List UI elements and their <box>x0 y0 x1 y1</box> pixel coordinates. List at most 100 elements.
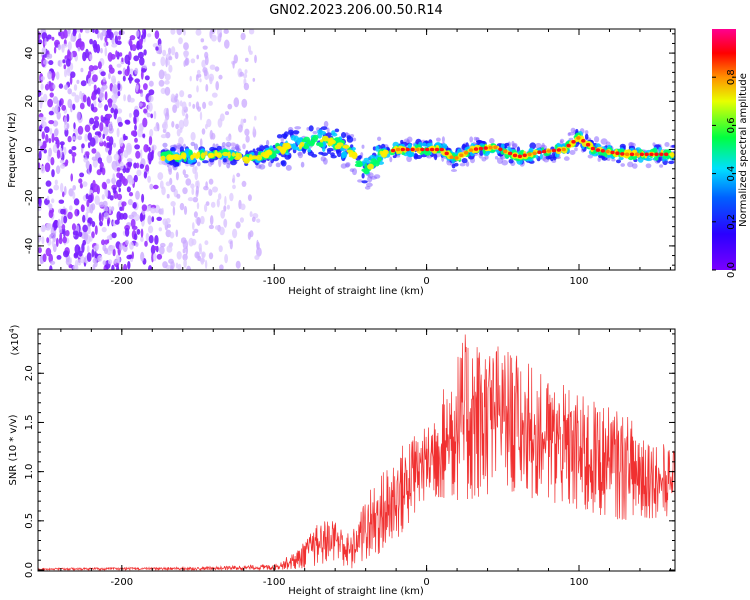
noise-blob <box>87 70 92 78</box>
ridge-peak <box>498 147 503 152</box>
ridge-cell <box>346 136 354 143</box>
ridge-cell <box>276 134 283 139</box>
ridge-cell <box>278 147 285 151</box>
ridge-cell <box>600 138 608 145</box>
noise-blob <box>81 143 85 149</box>
noise-blob <box>148 158 152 165</box>
noise-blob <box>176 29 183 36</box>
noise-blob <box>87 226 91 235</box>
noise-blob <box>104 91 108 101</box>
noise-blob <box>107 52 113 62</box>
noise-blob <box>182 187 188 195</box>
noise-blob <box>38 162 41 170</box>
noise-blob <box>70 173 73 182</box>
noise-blob <box>121 201 127 207</box>
noise-blob <box>134 67 139 75</box>
noise-blob <box>61 224 66 230</box>
snr-line <box>38 334 675 571</box>
noise-blob <box>114 34 118 45</box>
ridge-peak <box>454 156 459 160</box>
noise-blob <box>133 109 140 118</box>
noise-blob <box>172 206 176 216</box>
noise-blob <box>41 119 44 126</box>
noise-blob <box>160 56 166 67</box>
y-tick-label: 1.5 <box>24 415 35 431</box>
noise-blob <box>135 242 139 247</box>
colorbar-gradient <box>712 29 736 270</box>
ridge-peak <box>449 155 454 159</box>
ridge-cell <box>193 143 199 151</box>
noise-blob <box>46 54 50 60</box>
noise-blob <box>113 153 120 161</box>
noise-blob <box>155 46 159 51</box>
noise-blob <box>100 71 106 77</box>
noise-blob <box>113 110 118 120</box>
ridge-peak <box>415 147 420 152</box>
x-tick-label: 0 <box>423 577 429 588</box>
noise-blob <box>168 47 172 55</box>
noise-blob <box>57 43 62 51</box>
noise-blob <box>197 106 202 112</box>
ridge-cell <box>584 133 589 140</box>
noise-blob <box>196 54 199 60</box>
ridge-cell <box>248 154 253 161</box>
noise-blob <box>204 259 208 269</box>
snr-ticks: -200 -100 0 100 0.0 0.5 1.0 1.5 2.0 <box>24 329 675 588</box>
noise-blob <box>137 51 144 59</box>
noise-blob <box>72 155 75 164</box>
noise-blob <box>174 95 178 102</box>
noise-blob <box>165 181 171 187</box>
noise-blob <box>67 29 71 35</box>
ridge-cell <box>340 163 347 169</box>
ridge-cell <box>473 136 478 141</box>
noise-blob <box>119 243 123 251</box>
noise-blob <box>147 215 152 225</box>
noise-blob <box>108 72 111 80</box>
ridge-peak <box>483 146 488 150</box>
ridge-cell <box>252 148 256 153</box>
noise-blob <box>239 217 244 223</box>
noise-blob <box>183 42 189 51</box>
noise-blob <box>119 161 124 171</box>
noise-blob <box>46 195 50 201</box>
ridge-cell <box>182 155 186 159</box>
noise-blob <box>54 105 59 115</box>
snr-ylabel: SNR (10 * v/v) <box>8 414 19 485</box>
noise-blob <box>241 180 247 187</box>
noise-blob <box>40 76 45 81</box>
noise-blob <box>94 116 99 121</box>
ridge-cell <box>291 143 297 150</box>
noise-blob <box>229 192 234 202</box>
noise-blob <box>170 46 176 56</box>
ridge-peak <box>542 149 547 154</box>
ridge-cell <box>311 154 318 158</box>
noise-blob <box>60 182 64 193</box>
noise-blob <box>165 131 171 139</box>
noise-blob <box>55 237 59 247</box>
ridge-cell <box>461 158 468 164</box>
ridge-peak <box>610 150 615 155</box>
noise-blob <box>80 80 87 87</box>
ridge-peak <box>546 149 552 153</box>
noise-blob <box>104 46 108 57</box>
noise-blob <box>192 222 195 231</box>
snr-multiplier-base: (x10 <box>10 333 21 356</box>
ridge-cell <box>618 156 624 161</box>
ridge-cell <box>465 161 470 167</box>
x-tick-label: -100 <box>263 276 286 287</box>
noise-blob <box>151 144 157 151</box>
ridge-cell <box>312 130 318 135</box>
noise-blob <box>50 226 55 237</box>
noise-blob <box>242 143 246 150</box>
noise-blob <box>256 247 262 257</box>
noise-blob <box>147 175 152 183</box>
ridge-cell <box>196 161 201 167</box>
noise-blob <box>185 246 188 255</box>
noise-blob <box>192 103 196 109</box>
noise-blob <box>200 215 205 225</box>
ridge-peak <box>527 152 532 157</box>
noise-blob <box>62 236 67 244</box>
x-tick-label: 0 <box>423 276 429 287</box>
